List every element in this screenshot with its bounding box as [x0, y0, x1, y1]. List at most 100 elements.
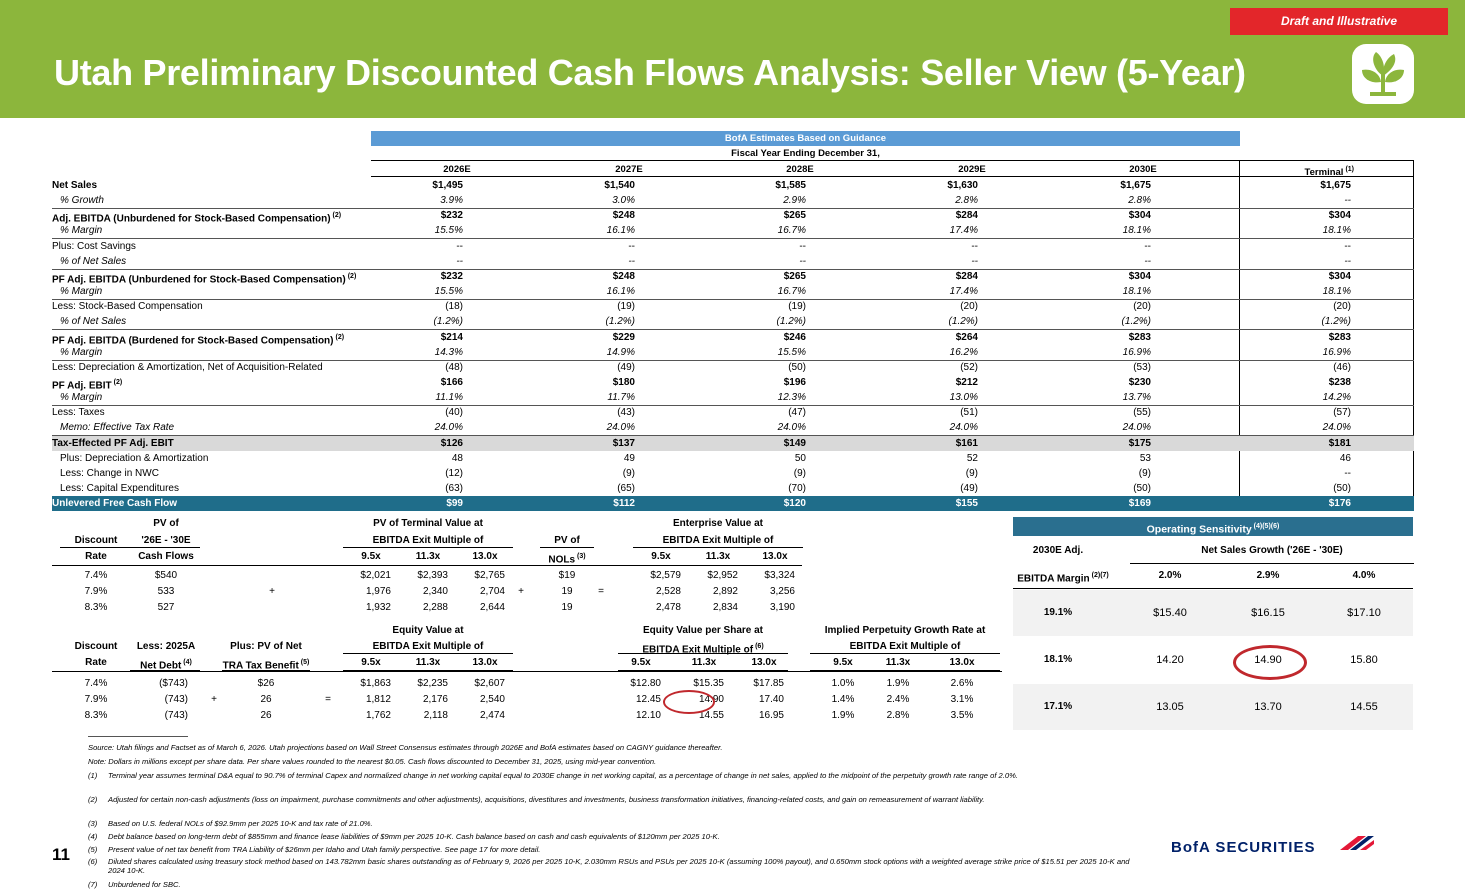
operator: + — [211, 694, 217, 705]
row-value: $181 — [1328, 438, 1351, 449]
header-rule — [618, 653, 788, 654]
bofa-flag-logo-icon — [1340, 836, 1374, 850]
row-value: 14.3% — [434, 347, 463, 358]
row-value: (40) — [445, 407, 463, 418]
header-rule — [540, 547, 594, 548]
row-value: 3.9% — [440, 195, 463, 206]
perpetuity-growth-rate: 1.4% — [831, 694, 855, 705]
header-bottom-rule — [371, 176, 1414, 177]
row-value: $1,495 — [432, 180, 463, 191]
perpetuity-growth-rate: 2.6% — [950, 678, 974, 689]
row-value: $166 — [440, 377, 463, 388]
footnote-ref: (2) — [335, 334, 345, 341]
sens-value: 15.80 — [1350, 654, 1378, 666]
row-label: PF Adj. EBIT (2) — [52, 379, 123, 392]
row-value: (52) — [960, 362, 978, 373]
row-value: -- — [628, 256, 635, 267]
row-label: % Margin — [60, 225, 103, 236]
pv-terminal-value: 1,976 — [365, 586, 391, 597]
row-label: PF Adj. EBITDA (Unburdened for Stock-Bas… — [52, 273, 357, 286]
column-header: 2030E — [1129, 164, 1157, 175]
row-value: -- — [456, 241, 463, 252]
footnote-text: Adjusted for certain non-cash adjustment… — [108, 795, 985, 804]
perpetuity-growth-rate: 2.4% — [886, 694, 910, 705]
table-rule — [52, 565, 802, 566]
tra-header-1: Plus: PV of Net — [230, 641, 302, 652]
footnote-text: Unburdened for SBC. — [108, 880, 181, 889]
row-rule — [52, 299, 1414, 300]
footnote-divider — [88, 736, 188, 737]
page-number: 11 — [52, 845, 70, 864]
discount-rate: 8.3% — [84, 602, 108, 613]
row-value: (51) — [960, 407, 978, 418]
row-value: 18.1% — [1122, 286, 1151, 297]
row-value: 2.8% — [1128, 195, 1151, 206]
header-rule — [130, 670, 200, 671]
discount-header-2: Rate — [85, 657, 107, 668]
row-label: Less: Stock-Based Compensation — [52, 301, 203, 312]
multiple-header: 9.5x — [631, 657, 651, 668]
dcf-banner: BofA Estimates Based on Guidance — [724, 133, 887, 144]
row-value: $149 — [783, 438, 806, 449]
row-value: $212 — [955, 377, 978, 388]
row-value: $229 — [612, 332, 635, 343]
row-value: (9) — [965, 468, 978, 479]
sens-value: 13.70 — [1254, 701, 1282, 713]
row-value: 17.4% — [949, 286, 978, 297]
row-value: (1.2%) — [776, 316, 806, 327]
row-value: -- — [799, 256, 806, 267]
row-value: -- — [971, 256, 978, 267]
perpetuity-growth-rate: 3.5% — [950, 710, 974, 721]
sens-row-label: 18.1% — [1043, 654, 1073, 665]
row-value: 14.2% — [1322, 392, 1351, 403]
pgr-header-2: EBITDA Exit Multiple of — [849, 641, 961, 652]
footnote-ref: (5) — [300, 659, 310, 666]
equity-value-per-share: 12.45 — [635, 694, 661, 705]
discount-rate: 8.3% — [84, 710, 108, 721]
ev-header-1: Enterprise Value at — [672, 518, 764, 529]
row-value: 24.0% — [1122, 422, 1151, 433]
multiple-header: 13.0x — [472, 657, 498, 668]
row-value: $230 — [1128, 377, 1151, 388]
row-label: % Margin — [60, 347, 103, 358]
pv-nols: 19 — [561, 602, 573, 613]
row-label: Adj. EBITDA (Unburdened for Stock-Based … — [52, 212, 342, 225]
row-label: Less: Taxes — [52, 407, 105, 418]
footnote-text: Terminal year assumes terminal D&A equal… — [108, 771, 1018, 780]
pv-terminal-value: 2,340 — [422, 586, 448, 597]
row-value: (43) — [617, 407, 635, 418]
row-value: $155 — [955, 498, 978, 509]
enterprise-value: $2,579 — [650, 570, 681, 581]
equity-value: $2,235 — [417, 678, 448, 689]
header-rule — [130, 547, 200, 548]
row-value: (20) — [1133, 301, 1151, 312]
column-header: 2028E — [786, 164, 814, 175]
multiple-header: 13.0x — [949, 657, 975, 668]
row-value: $265 — [783, 271, 806, 282]
fiscal-year-label: Fiscal Year Ending December 31, — [731, 148, 880, 159]
pgr-header-1: Implied Perpetuity Growth Rate at — [824, 625, 986, 636]
row-label: PF Adj. EBITDA (Burdened for Stock-Based… — [52, 334, 345, 347]
row-value: $284 — [955, 210, 978, 221]
column-header: 2026E — [443, 164, 471, 175]
row-value: $112 — [613, 498, 635, 509]
sens-title-fill — [1013, 517, 1413, 536]
equity-value: 2,474 — [479, 710, 505, 721]
row-value: (1.2%) — [605, 316, 635, 327]
multiple-header: 11.3x — [885, 657, 911, 668]
row-value: (48) — [445, 362, 463, 373]
row-value: (19) — [617, 301, 635, 312]
row-value: -- — [456, 256, 463, 267]
row-value: 18.1% — [1322, 225, 1351, 236]
row-value: 46 — [1339, 453, 1351, 464]
header-rule — [343, 653, 513, 654]
sens-value: 13.05 — [1156, 701, 1184, 713]
footnote-key: (6) — [88, 857, 98, 866]
row-value: (20) — [1333, 301, 1351, 312]
multiple-header: 13.0x — [762, 551, 788, 562]
general-note: Note: Dollars in millions except per sha… — [88, 757, 657, 766]
tra-benefit: 26 — [260, 694, 272, 705]
row-value: $126 — [440, 438, 463, 449]
row-value: $1,675 — [1320, 180, 1351, 191]
table-rule — [52, 671, 1002, 672]
